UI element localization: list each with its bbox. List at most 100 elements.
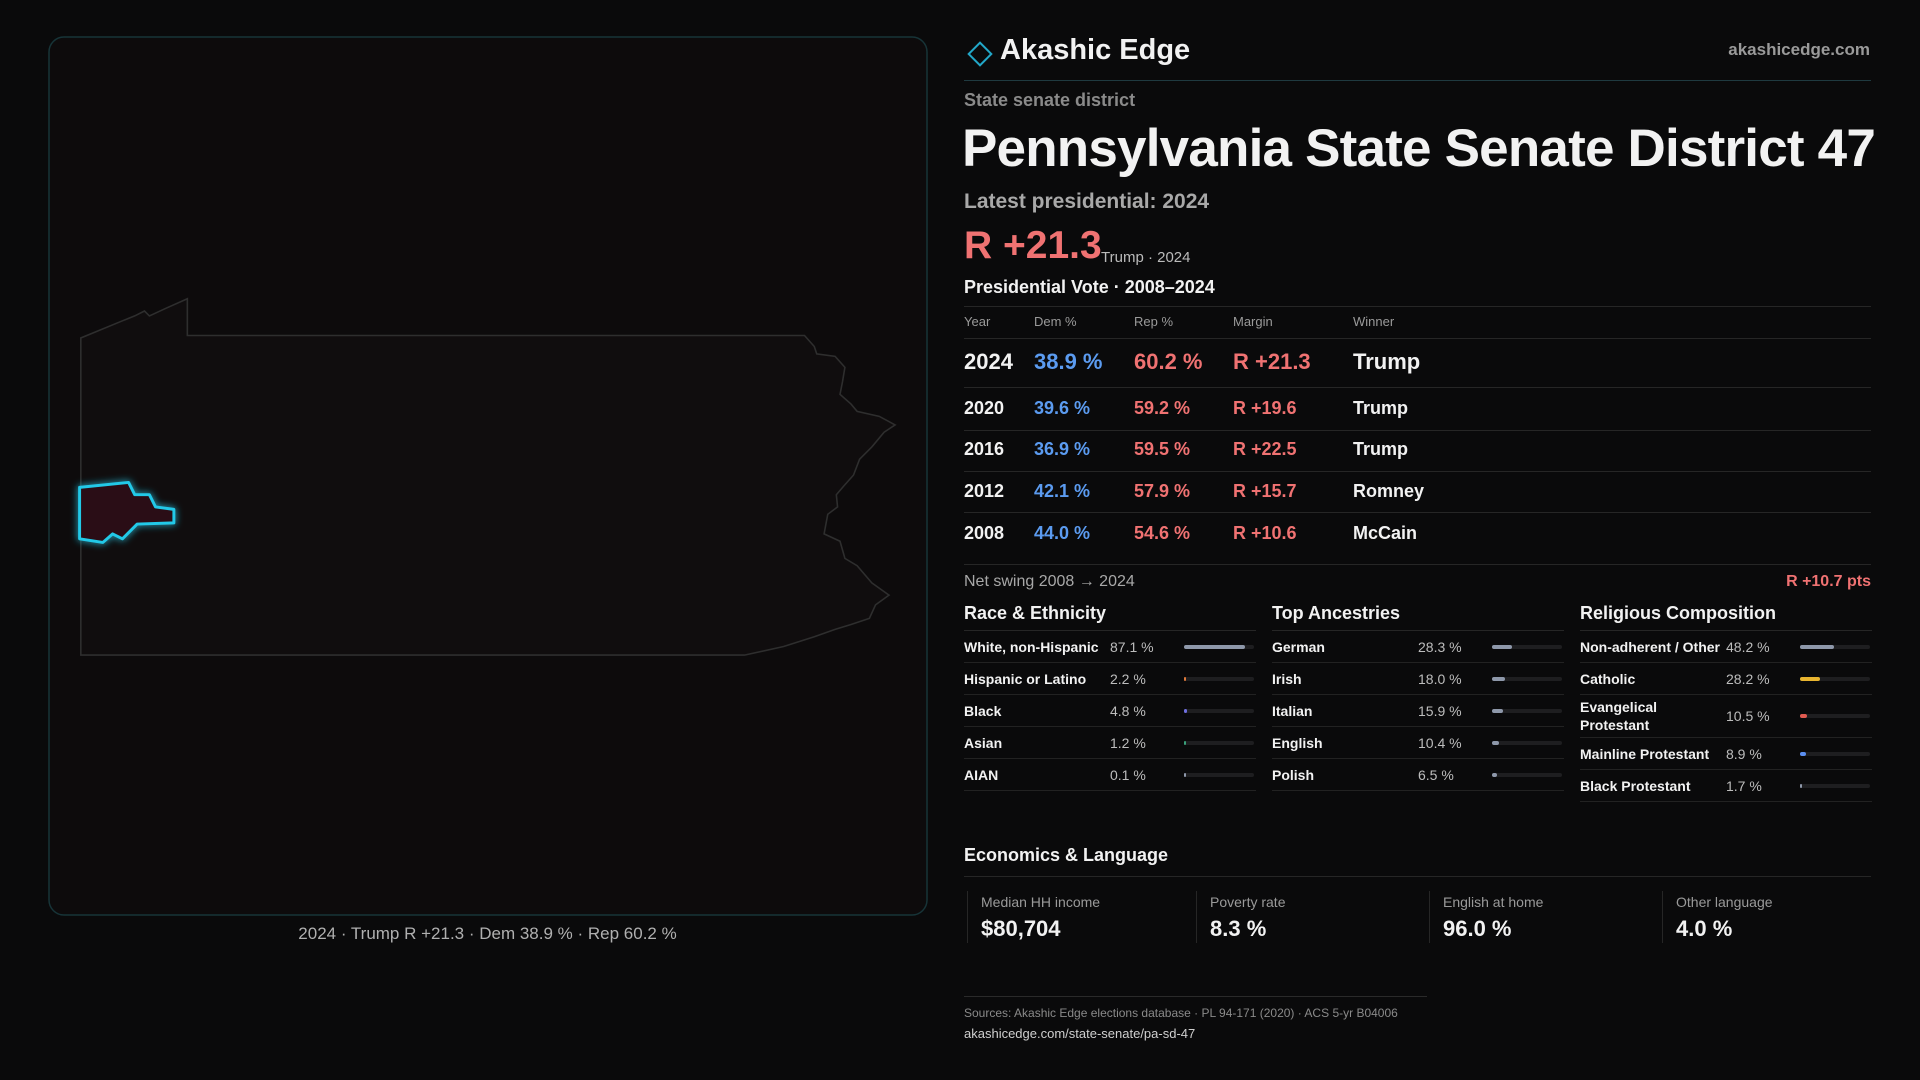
- stat-label: English: [1272, 734, 1323, 751]
- econ-value: 8.3 %: [1210, 916, 1267, 941]
- bar: [1492, 676, 1505, 681]
- table-cell: R +21.3: [1233, 349, 1311, 374]
- stat-value: 0.1 %: [1110, 766, 1146, 783]
- state-outline: [80, 297, 897, 656]
- separator: [1196, 891, 1197, 943]
- divider: [964, 80, 1871, 81]
- bar-track: [1492, 772, 1562, 777]
- map: [48, 36, 928, 916]
- stat-label: Italian: [1272, 702, 1313, 719]
- stat-value: 28.3 %: [1418, 638, 1462, 655]
- bar-track: [1492, 740, 1562, 745]
- bar-track: [1800, 751, 1870, 756]
- bar-track: [1492, 708, 1562, 713]
- section-title: Religious Composition: [1580, 600, 1872, 631]
- stat-label: Catholic: [1580, 670, 1636, 687]
- table-cell: R +15.7: [1233, 481, 1297, 501]
- bar-track: [1800, 676, 1870, 681]
- column-header: Dem %: [1034, 314, 1077, 329]
- table-cell: 59.2 %: [1134, 398, 1191, 418]
- bar: [1800, 714, 1808, 718]
- bar-track: [1800, 644, 1870, 649]
- title: Pennsylvania State Senate District 47: [962, 119, 1876, 178]
- stat-value: 48.2 %: [1726, 638, 1770, 655]
- stat-label: Hispanic or Latino: [964, 670, 1087, 687]
- bar: [1184, 772, 1186, 777]
- latest-margin: R +21.3: [964, 224, 1102, 267]
- table-cell: 2012: [964, 481, 1005, 501]
- column-header: Winner: [1353, 314, 1395, 329]
- stat-label: Evangelical Protestant: [1580, 699, 1658, 733]
- divider: [964, 471, 1871, 472]
- stat-value: 10.4 %: [1418, 734, 1462, 751]
- table-cell: 59.5 %: [1134, 439, 1191, 459]
- section-title: Race & Ethnicity: [964, 600, 1256, 631]
- econ-value: 96.0 %: [1443, 916, 1512, 941]
- swing-label: Net swing 2008 → 2024: [964, 573, 1135, 590]
- bar-track: [1800, 714, 1870, 718]
- table-cell: 2020: [964, 398, 1005, 418]
- divider: [964, 306, 1871, 307]
- stat-row: White, non-Hispanic 87.1 %: [964, 631, 1256, 663]
- stat-label: Mainline Protestant: [1580, 745, 1710, 762]
- latest-note: Trump · 2024: [1101, 249, 1191, 266]
- divider: [964, 387, 1871, 388]
- table-cell: R +19.6: [1233, 398, 1297, 418]
- bar-track: [1492, 644, 1562, 649]
- table-cell: Romney: [1353, 481, 1425, 501]
- religion-panel: Religious Composition Non-adherent / Othe…: [1580, 600, 1872, 802]
- bar-track: [1492, 676, 1562, 681]
- bar: [1184, 740, 1186, 745]
- table-cell: 42.1 %: [1034, 481, 1091, 501]
- stat-value: 4.8 %: [1110, 702, 1146, 719]
- latest-label: Latest presidential: 2024: [964, 190, 1210, 213]
- bar-track: [1800, 783, 1870, 788]
- bar: [1800, 751, 1807, 756]
- stat-label: AIAN: [964, 766, 999, 783]
- stat-value: 18.0 %: [1418, 670, 1462, 687]
- stat-value: 28.2 %: [1726, 670, 1770, 687]
- stat-value: 1.2 %: [1110, 734, 1146, 751]
- bar-track: [1184, 708, 1254, 713]
- column-header: Year: [964, 314, 991, 329]
- stat-row: Asian 1.2 %: [964, 727, 1256, 759]
- stat-row: Catholic 28.2 %: [1580, 663, 1872, 695]
- table-cell: 60.2 %: [1134, 349, 1203, 374]
- stat-label: Black Protestant: [1580, 777, 1691, 794]
- logo-icon: [967, 41, 993, 67]
- bar: [1800, 644, 1834, 649]
- table-cell: 39.6 %: [1034, 398, 1091, 418]
- stat-row: Italian 15.9 %: [1272, 695, 1564, 727]
- bar-track: [1184, 772, 1254, 777]
- table-cell: 38.9 %: [1034, 349, 1103, 374]
- stat-label: Polish: [1272, 766, 1315, 783]
- bar: [1184, 708, 1188, 713]
- stat-value: 8.9 %: [1726, 745, 1762, 762]
- stat-label: Irish: [1272, 670, 1302, 687]
- stat-label: German: [1272, 638, 1325, 655]
- stat-row: Non-adherent / Other 48.2 %: [1580, 631, 1872, 663]
- table-cell: R +22.5: [1233, 439, 1297, 459]
- divider: [964, 876, 1871, 877]
- column-header: Margin: [1233, 314, 1273, 329]
- divider: [964, 338, 1871, 339]
- column-header: Rep %: [1134, 314, 1174, 329]
- stat-row: Polish 6.5 %: [1272, 759, 1564, 791]
- econ-label: Poverty rate: [1210, 894, 1286, 910]
- stat-value: 1.7 %: [1726, 777, 1762, 794]
- table-cell: R +10.6: [1233, 523, 1297, 543]
- bar: [1800, 676, 1820, 681]
- stat-value: 15.9 %: [1418, 702, 1462, 719]
- race-panel: Race & Ethnicity White, non-Hispanic 87.1 …: [964, 600, 1256, 791]
- table-cell: 2016: [964, 439, 1005, 459]
- stat-label: Asian: [964, 734, 1003, 751]
- divider: [964, 512, 1871, 513]
- table-cell: Trump: [1353, 439, 1409, 459]
- table-cell: Trump: [1353, 349, 1421, 374]
- econ-label: Other language: [1676, 894, 1773, 910]
- ancestry-panel: Top Ancestries German 28.3 % Irish 18.0 % Ita…: [1272, 600, 1564, 791]
- separator: [1662, 891, 1663, 943]
- stat-value: 2.2 %: [1110, 670, 1146, 687]
